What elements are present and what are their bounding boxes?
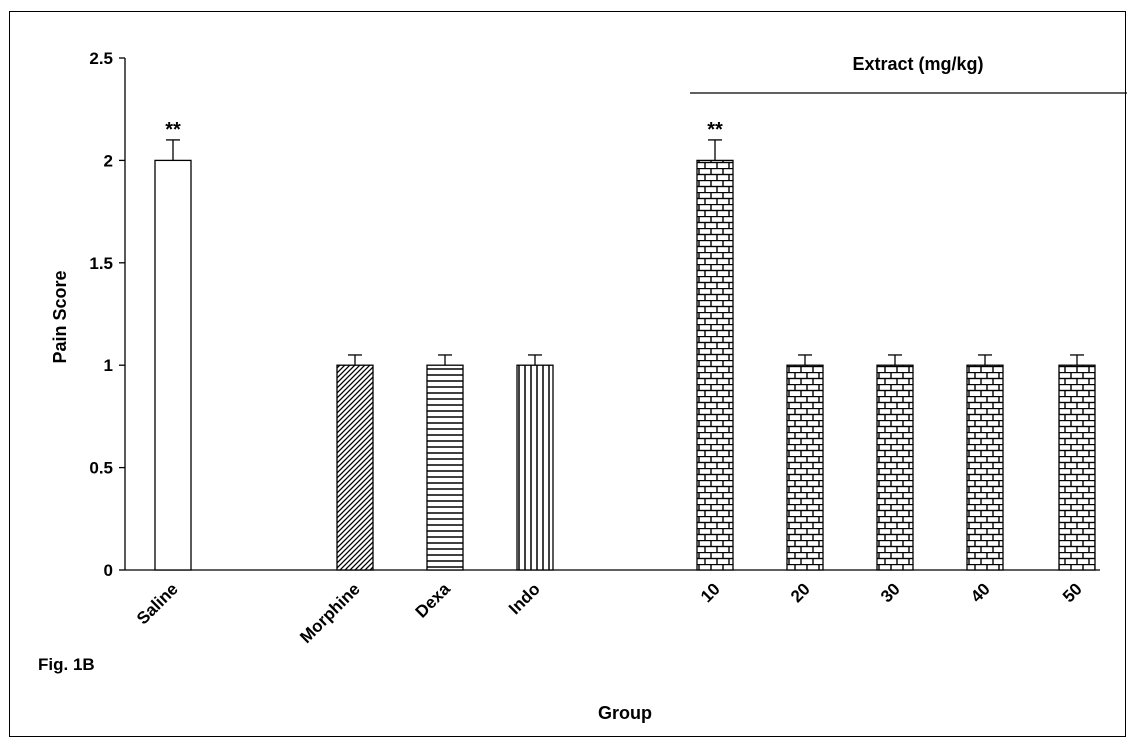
- significance-marker: **: [707, 119, 723, 141]
- y-tick-label: 0.5: [89, 459, 113, 478]
- group-label: Extract (mg/kg): [852, 54, 983, 74]
- y-axis-title: Pain Score: [50, 270, 70, 363]
- x-tick-label: Dexa: [412, 579, 455, 622]
- x-axis-title: Group: [598, 703, 652, 723]
- bar: [336, 364, 374, 571]
- y-tick-label: 2: [104, 151, 113, 170]
- significance-marker: **: [165, 119, 181, 141]
- y-tick-label: 0: [104, 561, 113, 580]
- x-tick-label: Saline: [133, 579, 182, 628]
- bars: ** **: [154, 119, 1096, 571]
- bar: [154, 159, 192, 571]
- bar: [786, 364, 824, 571]
- bar: [966, 364, 1004, 571]
- figure-label: Fig. 1B: [38, 655, 95, 674]
- y-tick-label: 2.5: [89, 49, 113, 68]
- bar: [516, 364, 554, 571]
- x-tick-label: 10: [697, 579, 724, 606]
- x-tick-label: Indo: [505, 579, 544, 618]
- x-axis: Saline Morphine Dexa Indo 10 20 30 40 50: [125, 569, 1100, 647]
- bar: [426, 364, 464, 571]
- bar: [876, 364, 914, 571]
- x-tick-label: Morphine: [296, 579, 364, 647]
- x-tick-label: 20: [787, 579, 814, 606]
- x-tick-label: 40: [967, 579, 994, 606]
- bar: [1058, 364, 1096, 571]
- x-tick-label: 30: [877, 579, 904, 606]
- bar: [696, 159, 734, 571]
- y-tick-label: 1: [104, 356, 113, 375]
- y-axis: 0 0.5 1 1.5 2 2.5: [89, 49, 126, 580]
- x-tick-label: 50: [1059, 579, 1086, 606]
- figure-frame: [9, 11, 1126, 737]
- y-tick-label: 1.5: [89, 254, 113, 273]
